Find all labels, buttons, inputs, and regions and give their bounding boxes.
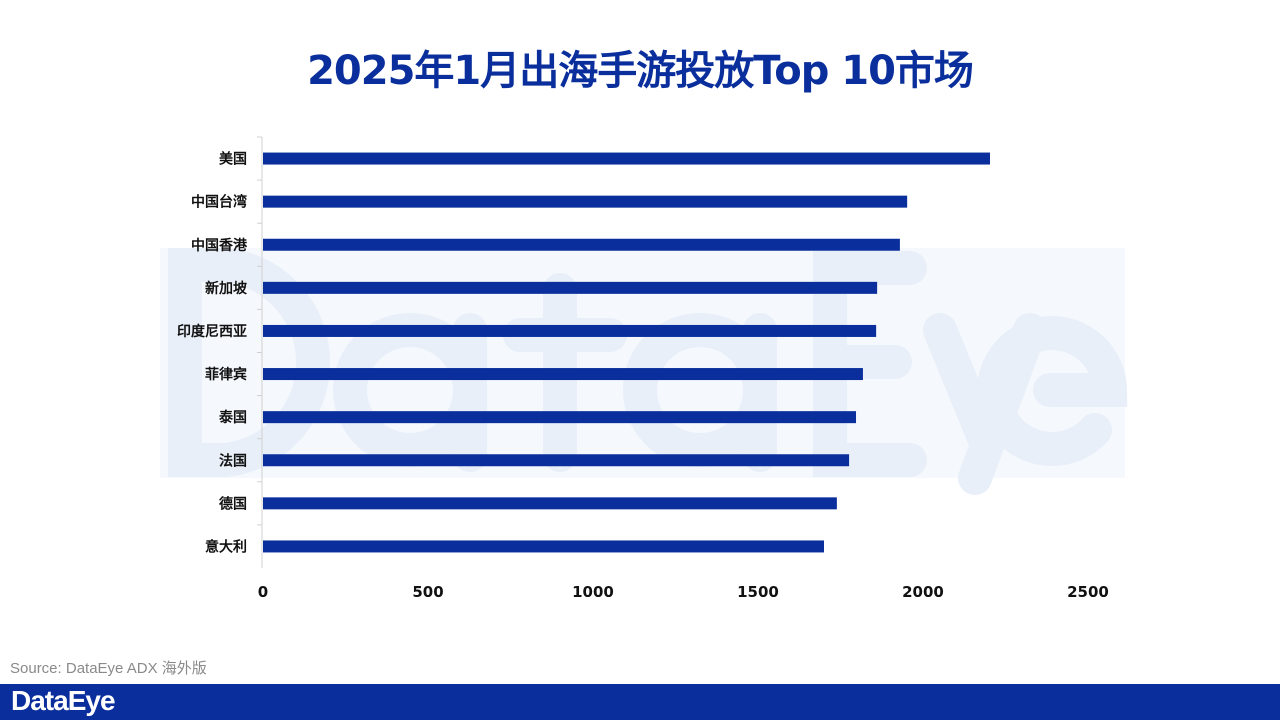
category-label: 印度尼西亚 [177, 323, 247, 340]
category-label: 泰国 [218, 409, 247, 426]
x-tick-label: 1000 [572, 583, 614, 601]
bar-8 [263, 497, 837, 510]
bar-0 [263, 152, 990, 165]
category-label: 中国香港 [191, 237, 248, 254]
category-label: 意大利 [205, 538, 247, 555]
bar-3 [263, 281, 878, 294]
x-tick-label: 2500 [1067, 583, 1109, 601]
category-label: 德国 [219, 495, 247, 512]
bar-4 [263, 324, 877, 337]
category-label: 菲律宾 [205, 366, 247, 383]
category-label: 法国 [219, 452, 247, 469]
bar-1 [263, 195, 908, 208]
footer-logo: DataEye [11, 685, 116, 716]
category-label: 新加坡 [205, 280, 248, 297]
bar-2 [263, 238, 900, 251]
chart-title: 2025年1月出海手游投放Top 10市场 [307, 48, 974, 94]
footer-bar: DataEye [0, 684, 1280, 720]
x-tick-label: 500 [412, 583, 443, 601]
category-label: 中国台湾 [191, 194, 247, 211]
x-tick-label: 2000 [902, 583, 944, 601]
source-note: Source: DataEye ADX 海外版 [10, 660, 207, 677]
bar-5 [263, 368, 863, 381]
x-tick-label: 1500 [737, 583, 779, 601]
bar-6 [263, 411, 857, 424]
bar-7 [263, 454, 850, 467]
bar-9 [263, 540, 824, 553]
category-label: 美国 [219, 151, 247, 168]
x-tick-label: 0 [258, 583, 268, 601]
